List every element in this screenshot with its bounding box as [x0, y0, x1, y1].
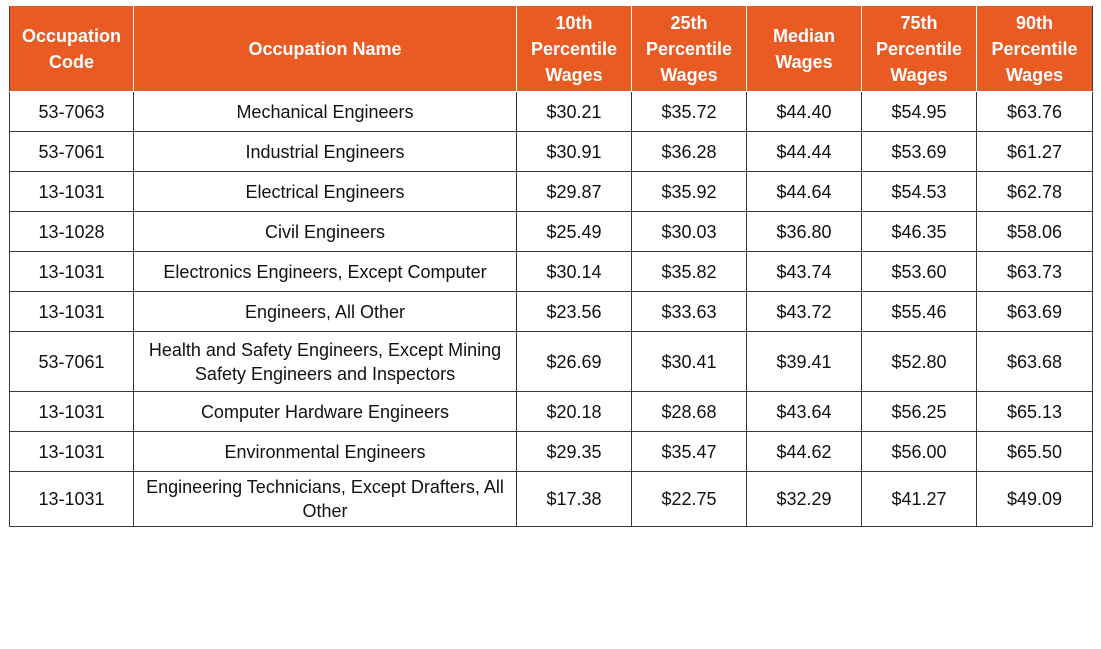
median-wage-cell: $39.41	[746, 331, 862, 392]
p25-wage-cell: $28.68	[631, 391, 747, 432]
table-row: 13-1031 Environmental Engineers $29.35 $35.…	[9, 431, 1093, 472]
occupation-code-cell: 53-7061	[9, 331, 134, 392]
occupation-name-cell: Engineering Technicians, Except Drafters…	[133, 471, 517, 527]
header-occupation-name: Occupation Name	[133, 6, 517, 92]
p90-wage-cell: $62.78	[976, 171, 1093, 212]
p25-wage-cell: $30.41	[631, 331, 747, 392]
p90-wage-cell: $61.27	[976, 131, 1093, 172]
table-row: 53-7063 Mechanical Engineers $30.21 $35.72 $…	[9, 91, 1093, 132]
occupation-name-cell: Computer Hardware Engineers	[133, 391, 517, 432]
header-10th-percentile: 10th Percentile Wages	[516, 6, 632, 92]
p10-wage-cell: $30.91	[516, 131, 632, 172]
p90-wage-cell: $65.50	[976, 431, 1093, 472]
occupation-code-cell: 13-1031	[9, 251, 134, 292]
table-row: 13-1031 Engineering Technicians, Except D…	[9, 471, 1093, 527]
occupation-code-cell: 53-7061	[9, 131, 134, 172]
p75-wage-cell: $55.46	[861, 291, 977, 332]
p25-wage-cell: $33.63	[631, 291, 747, 332]
occupation-name-cell: Environmental Engineers	[133, 431, 517, 472]
table-body: 53-7063 Mechanical Engineers $30.21 $35.72 $…	[9, 91, 1093, 527]
header-25th-percentile: 25th Percentile Wages	[631, 6, 747, 92]
p25-wage-cell: $35.82	[631, 251, 747, 292]
table-row: 13-1028 Civil Engineers $25.49 $30.03 $36.80…	[9, 211, 1093, 252]
p90-wage-cell: $58.06	[976, 211, 1093, 252]
occupation-code-cell: 53-7063	[9, 91, 134, 132]
table-row: 53-7061 Health and Safety Engineers, Exce…	[9, 331, 1093, 392]
median-wage-cell: $44.62	[746, 431, 862, 472]
median-wage-cell: $44.64	[746, 171, 862, 212]
p75-wage-cell: $41.27	[861, 471, 977, 527]
occupation-name-cell: Health and Safety Engineers, Except Mini…	[133, 331, 517, 392]
p90-wage-cell: $63.76	[976, 91, 1093, 132]
wage-table: Occupation Code Occupation Name 10th Per…	[9, 6, 1093, 527]
p75-wage-cell: $46.35	[861, 211, 977, 252]
p10-wage-cell: $30.21	[516, 91, 632, 132]
p90-wage-cell: $63.73	[976, 251, 1093, 292]
table-row: 13-1031 Engineers, All Other $23.56 $33.63 $…	[9, 291, 1093, 332]
header-median: Median Wages	[746, 6, 862, 92]
p25-wage-cell: $22.75	[631, 471, 747, 527]
table-row: 13-1031 Electrical Engineers $29.87 $35.92 $…	[9, 171, 1093, 212]
median-wage-cell: $44.40	[746, 91, 862, 132]
p75-wage-cell: $52.80	[861, 331, 977, 392]
occupation-code-cell: 13-1031	[9, 471, 134, 527]
table-row: 13-1031 Computer Hardware Engineers $20.18…	[9, 391, 1093, 432]
p10-wage-cell: $25.49	[516, 211, 632, 252]
occupation-code-cell: 13-1031	[9, 291, 134, 332]
occupation-code-cell: 13-1031	[9, 391, 134, 432]
p25-wage-cell: $35.92	[631, 171, 747, 212]
median-wage-cell: $43.74	[746, 251, 862, 292]
p75-wage-cell: $56.00	[861, 431, 977, 472]
p75-wage-cell: $56.25	[861, 391, 977, 432]
p25-wage-cell: $35.47	[631, 431, 747, 472]
header-75th-percentile: 75th Percentile Wages	[861, 6, 977, 92]
p90-wage-cell: $63.69	[976, 291, 1093, 332]
p75-wage-cell: $54.95	[861, 91, 977, 132]
occupation-code-cell: 13-1031	[9, 171, 134, 212]
occupation-name-cell: Industrial Engineers	[133, 131, 517, 172]
p75-wage-cell: $53.60	[861, 251, 977, 292]
p75-wage-cell: $54.53	[861, 171, 977, 212]
header-row: Occupation Code Occupation Name 10th Per…	[9, 6, 1093, 92]
table-row: 13-1031 Electronics Engineers, Except Com…	[9, 251, 1093, 292]
median-wage-cell: $43.72	[746, 291, 862, 332]
p25-wage-cell: $30.03	[631, 211, 747, 252]
median-wage-cell: $43.64	[746, 391, 862, 432]
median-wage-cell: $44.44	[746, 131, 862, 172]
p90-wage-cell: $63.68	[976, 331, 1093, 392]
occupation-code-cell: 13-1031	[9, 431, 134, 472]
table-row: 53-7061 Industrial Engineers $30.91 $36.28 $…	[9, 131, 1093, 172]
p10-wage-cell: $30.14	[516, 251, 632, 292]
p90-wage-cell: $65.13	[976, 391, 1093, 432]
p10-wage-cell: $29.87	[516, 171, 632, 212]
p10-wage-cell: $20.18	[516, 391, 632, 432]
occupation-code-cell: 13-1028	[9, 211, 134, 252]
occupation-name-cell: Civil Engineers	[133, 211, 517, 252]
occupation-name-cell: Electrical Engineers	[133, 171, 517, 212]
header-90th-percentile: 90th Percentile Wages	[976, 6, 1093, 92]
p10-wage-cell: $26.69	[516, 331, 632, 392]
p25-wage-cell: $36.28	[631, 131, 747, 172]
p25-wage-cell: $35.72	[631, 91, 747, 132]
median-wage-cell: $36.80	[746, 211, 862, 252]
p90-wage-cell: $49.09	[976, 471, 1093, 527]
occupation-name-cell: Engineers, All Other	[133, 291, 517, 332]
p10-wage-cell: $29.35	[516, 431, 632, 472]
occupation-name-cell: Mechanical Engineers	[133, 91, 517, 132]
median-wage-cell: $32.29	[746, 471, 862, 527]
header-occupation-code: Occupation Code	[9, 6, 134, 92]
occupation-name-cell: Electronics Engineers, Except Computer	[133, 251, 517, 292]
p10-wage-cell: $23.56	[516, 291, 632, 332]
p75-wage-cell: $53.69	[861, 131, 977, 172]
p10-wage-cell: $17.38	[516, 471, 632, 527]
